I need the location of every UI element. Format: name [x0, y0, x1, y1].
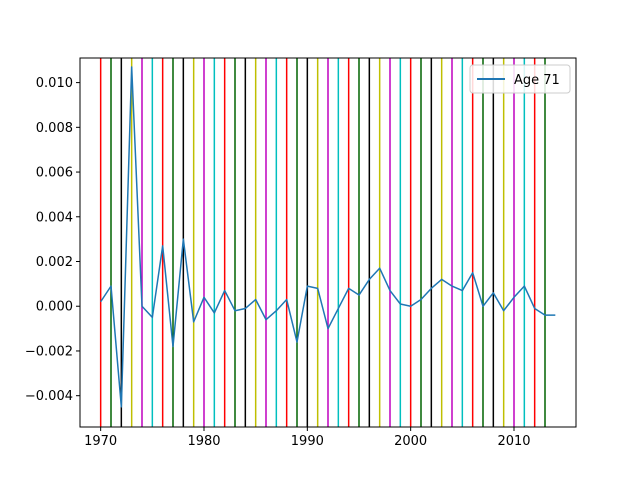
x-tick-label: 2000 [394, 434, 427, 449]
x-tick-label: 1980 [187, 434, 220, 449]
y-tick-label: 0.000 [36, 300, 73, 315]
legend: Age 71 [469, 64, 571, 94]
y-tick-label: 0.002 [36, 255, 73, 270]
y-tick-label: −0.002 [25, 344, 73, 359]
y-tick-label: 0.008 [36, 121, 73, 136]
plot-frame [79, 57, 577, 428]
x-tick-label: 1970 [84, 434, 117, 449]
x-tick-label: 2010 [497, 434, 530, 449]
y-tick-label: −0.004 [25, 389, 73, 404]
series-line-0 [100, 66, 556, 408]
legend-label: Age 71 [514, 73, 560, 88]
legend-box [469, 64, 571, 94]
y-axis: −0.004 −0.002 0.000 0.002 0.004 0.006 0.008 0.0… [25, 76, 80, 404]
x-tick-label: 1990 [291, 434, 324, 449]
y-tick-label: 0.006 [36, 166, 73, 181]
series-group [100, 66, 556, 408]
x-axis: 1970 1980 1990 2000 2010 [84, 427, 531, 449]
y-tick-label: 0.010 [36, 76, 73, 91]
y-tick-label: 0.004 [36, 210, 73, 225]
vertical-marker-lines [99, 58, 546, 427]
